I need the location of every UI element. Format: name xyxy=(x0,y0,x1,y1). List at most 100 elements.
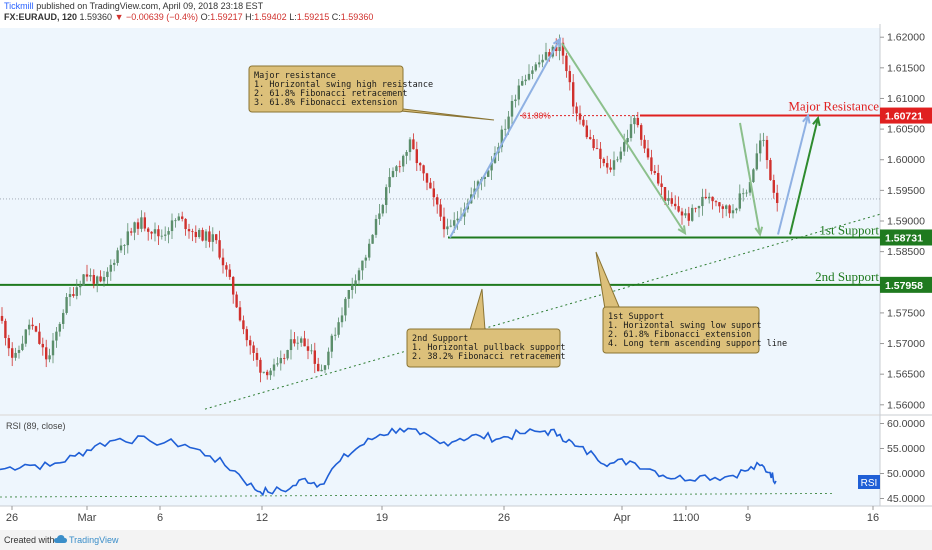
candle-body xyxy=(235,294,238,308)
price-label-text: 1.58731 xyxy=(885,232,923,244)
candle-body xyxy=(776,192,779,203)
candle-body xyxy=(517,85,520,100)
green-leg-arrow-head xyxy=(677,225,687,236)
price-tick-label: 1.58500 xyxy=(887,246,925,258)
candle-body xyxy=(371,234,374,244)
candle-body xyxy=(106,271,109,278)
candle-body xyxy=(181,216,184,219)
candle-body xyxy=(378,213,381,219)
candle-body xyxy=(381,204,384,214)
second-support-label: 2nd Support xyxy=(815,269,879,284)
candle-body xyxy=(133,222,136,233)
ohlc-open: 1.59217 xyxy=(210,12,243,22)
major-resistance-callout-box xyxy=(248,65,404,113)
candle-body xyxy=(667,198,670,201)
first-support-callout-title: 1st Support xyxy=(608,312,664,322)
rsi-tick-label: 45.0000 xyxy=(887,493,925,505)
fib-label: 61.80% xyxy=(522,111,551,121)
candle-body xyxy=(147,228,150,232)
candle-body xyxy=(439,204,442,217)
candle-body xyxy=(629,124,633,139)
candle-body xyxy=(337,322,340,335)
candle-body xyxy=(691,207,694,221)
candle-body xyxy=(232,276,235,295)
price-tick-label: 1.56000 xyxy=(887,399,925,411)
candle-body xyxy=(725,205,728,209)
candle-body xyxy=(140,217,143,229)
candle-body xyxy=(344,298,347,316)
candle-body xyxy=(262,371,265,373)
candle-body xyxy=(531,70,534,74)
candle-body xyxy=(521,81,524,86)
axis-area xyxy=(880,24,932,512)
candle-body xyxy=(272,364,276,371)
price-change: ▼ −0.00639 (−0.4%) xyxy=(114,12,199,22)
rsi-pane xyxy=(0,416,880,506)
candle-body xyxy=(306,346,310,351)
candle-body xyxy=(65,297,68,313)
candle-body xyxy=(395,166,398,172)
candle-body xyxy=(130,231,133,233)
candle-body xyxy=(4,320,7,339)
candle-body xyxy=(708,196,711,199)
second-support-callout-title: 2nd Support xyxy=(412,334,468,344)
ohlc-high: 1.59402 xyxy=(254,12,287,22)
candle-body xyxy=(31,324,34,327)
candle-body xyxy=(157,229,160,237)
candle-body xyxy=(721,206,724,209)
candle-body xyxy=(755,153,758,170)
candle-body xyxy=(82,274,85,286)
price-label-box xyxy=(880,276,932,293)
major-resistance-callout-line: 3. 61.8% Fibonacci extension xyxy=(254,98,397,108)
first-support-callout-line: 1. Horizontal swing low suport xyxy=(608,321,762,331)
candle-body xyxy=(616,159,619,161)
candle-body xyxy=(62,312,65,324)
price-label-text: 1.57958 xyxy=(885,280,923,292)
candle-body xyxy=(119,245,123,251)
candle-body xyxy=(538,62,541,65)
rsi-tick-label: 60.0000 xyxy=(887,418,925,430)
candle-body xyxy=(123,245,126,246)
candle-body xyxy=(429,182,432,189)
candle-body xyxy=(38,331,41,344)
candle-body xyxy=(283,357,286,359)
blue-projection-arrow xyxy=(777,115,809,235)
last-price: 1.59360 xyxy=(79,12,113,22)
publisher-name[interactable]: Tickmill xyxy=(4,1,34,11)
candle-body xyxy=(79,285,82,288)
candle-body xyxy=(765,139,769,161)
candle-body xyxy=(293,339,296,344)
candle-body xyxy=(7,338,10,349)
price-chart[interactable]: 1.62000 1.61500 1.61000 1.60500 1.60000 1.595… xyxy=(0,24,932,530)
ascending-support-line xyxy=(204,213,881,410)
candle-body xyxy=(85,274,89,277)
candle-body xyxy=(487,170,490,177)
candle-body xyxy=(402,155,405,167)
candle-body xyxy=(718,202,721,207)
candle-body xyxy=(167,231,170,235)
candle-body xyxy=(582,119,585,126)
candle-body xyxy=(640,125,643,140)
candle-body xyxy=(313,350,316,364)
candle-body xyxy=(398,166,401,168)
candle-body xyxy=(92,275,95,284)
candle-body xyxy=(422,165,425,174)
candle-body xyxy=(769,160,772,181)
candle-body xyxy=(612,160,616,170)
candle-body xyxy=(126,231,129,246)
candle-body xyxy=(653,171,656,173)
candle-body xyxy=(75,287,78,296)
tradingview-brand[interactable]: TradingView xyxy=(69,535,119,545)
candle-body xyxy=(225,265,228,270)
chart-header: Tickmill published on TradingView.com, A… xyxy=(0,0,932,24)
candle-body xyxy=(194,231,197,238)
first-support-label: 1st Support xyxy=(819,222,879,237)
time-tick-label: 19 xyxy=(376,512,388,524)
candle-body xyxy=(34,326,38,332)
time-tick-label: 12 xyxy=(256,512,268,524)
candle-body xyxy=(361,260,364,271)
candle-body xyxy=(704,196,707,199)
candle-body xyxy=(228,269,231,277)
candle-body xyxy=(296,342,299,344)
candle-body xyxy=(198,229,201,238)
